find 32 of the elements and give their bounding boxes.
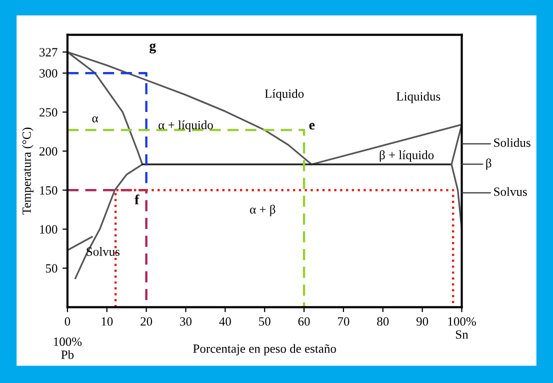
- x-tick-label: 70: [338, 317, 350, 326]
- y-tick-label: 50: [46, 264, 58, 273]
- y-tick-label: 100: [40, 225, 58, 234]
- annotation: g: [150, 43, 156, 54]
- x-tick-label: 80: [377, 317, 389, 326]
- x-tick-label: 0: [64, 317, 70, 326]
- x-tick-label: 90: [416, 317, 428, 326]
- x-tick-label: 50: [259, 317, 270, 326]
- text: β: [486, 158, 492, 170]
- annotation: α: [92, 116, 98, 122]
- y-tick-label: 327: [40, 48, 58, 56]
- y-tick-label: 150: [40, 186, 58, 195]
- annotation: Liquidus: [396, 92, 440, 104]
- annotation: α + β: [250, 204, 276, 216]
- x-tick-label: 40: [219, 317, 231, 326]
- annotation: f: [134, 194, 140, 204]
- y-tick-label: 300: [40, 69, 58, 78]
- annotation: β + líquido: [380, 150, 434, 162]
- x-axis-title: Porcentaje en peso de estaño: [193, 344, 336, 356]
- annotation: e: [309, 122, 315, 130]
- x-tick-label: 30: [180, 317, 192, 326]
- text: Solidus: [494, 138, 530, 147]
- y-axis-title: Temperatura (°C): [22, 128, 34, 215]
- x-tick-label: 10: [102, 317, 113, 326]
- annotation: Líquido: [264, 89, 304, 100]
- y-tick-label: 200: [40, 147, 58, 156]
- x-tick-label: 100% Sn: [448, 317, 476, 339]
- y-tick-label: 250: [40, 108, 58, 117]
- x-tick-label: 60: [298, 317, 310, 326]
- x-tick-label: 20: [140, 317, 152, 326]
- text: Solvus: [494, 187, 527, 196]
- text: 100% Pb: [54, 337, 82, 359]
